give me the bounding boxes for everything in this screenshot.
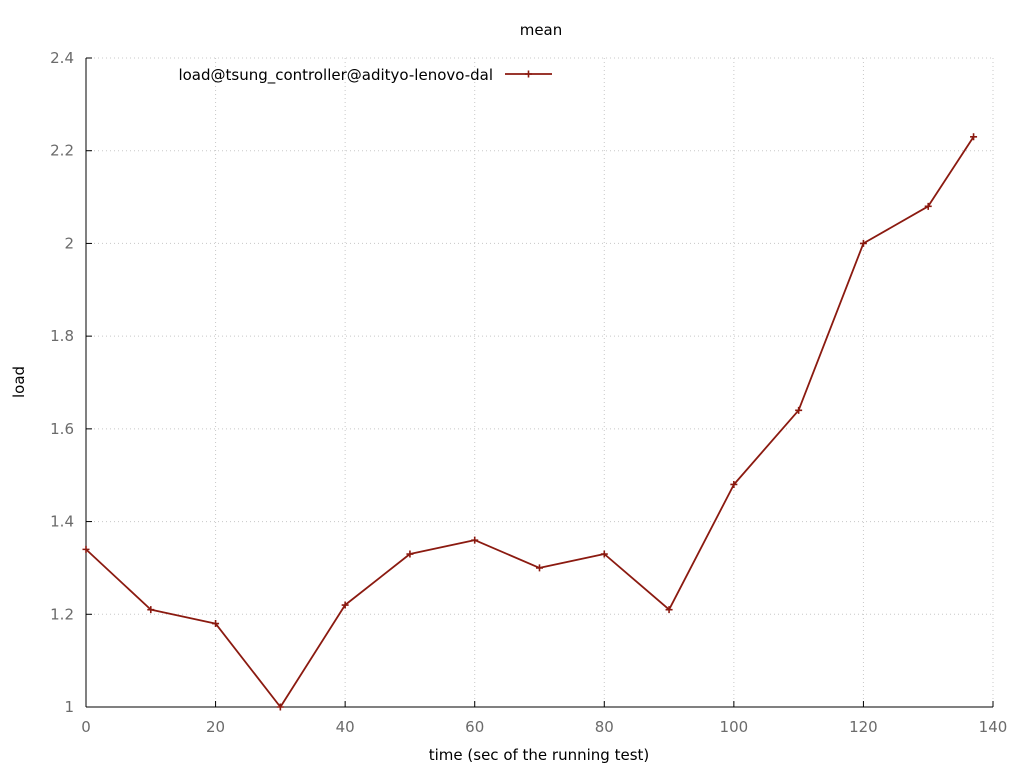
- data-point: [665, 606, 673, 614]
- x-tick-label: 140: [979, 718, 1008, 736]
- y-tick-label: 2.4: [50, 49, 74, 67]
- y-tick-label: 1.8: [50, 327, 74, 345]
- x-axis-title: time (sec of the running test): [429, 746, 650, 764]
- data-point: [471, 536, 479, 544]
- data-point: [82, 545, 90, 553]
- legend-label: load@tsung_controller@adityo-lenovo-dal: [178, 66, 493, 85]
- y-tick-label: 1.2: [50, 605, 74, 623]
- x-tick-label: 60: [465, 718, 484, 736]
- data-point: [924, 202, 932, 210]
- data-point: [147, 606, 155, 614]
- x-tick-label: 0: [81, 718, 91, 736]
- data-point: [406, 550, 414, 558]
- data-point: [600, 550, 608, 558]
- legend-marker-sample: [525, 70, 532, 78]
- axes: [85, 57, 994, 708]
- tick-labels: 0 20 40 60 80 100 120 140 1 1.2 1.4 1.6 1.8 2 2.2 2.4: [50, 49, 1007, 736]
- y-tick-label: 1.4: [50, 513, 74, 531]
- chart-title: mean: [520, 21, 563, 39]
- data-point: [341, 601, 349, 609]
- data-point: [795, 406, 803, 414]
- data-point: [536, 564, 543, 572]
- grid: [86, 57, 994, 707]
- x-tick-label: 80: [595, 718, 614, 736]
- data-point: [970, 133, 978, 141]
- y-tick-label: 1: [64, 698, 74, 716]
- x-tick-label: 120: [849, 718, 878, 736]
- series-line: [85, 136, 975, 708]
- series-plot: [82, 133, 978, 711]
- data-point: [276, 703, 284, 711]
- data-point: [730, 480, 738, 488]
- data-point: [859, 239, 867, 247]
- x-tick-label: 40: [336, 718, 355, 736]
- legend: load@tsung_controller@adityo-lenovo-dal: [178, 66, 552, 85]
- y-tick-label: 2.2: [50, 142, 74, 160]
- y-tick-label: 2: [64, 234, 74, 252]
- data-point: [212, 620, 220, 628]
- y-tick-label: 1.6: [50, 420, 74, 438]
- x-tick-label: 100: [720, 718, 749, 736]
- y-axis-title: load: [10, 366, 28, 398]
- x-tick-label: 20: [206, 718, 225, 736]
